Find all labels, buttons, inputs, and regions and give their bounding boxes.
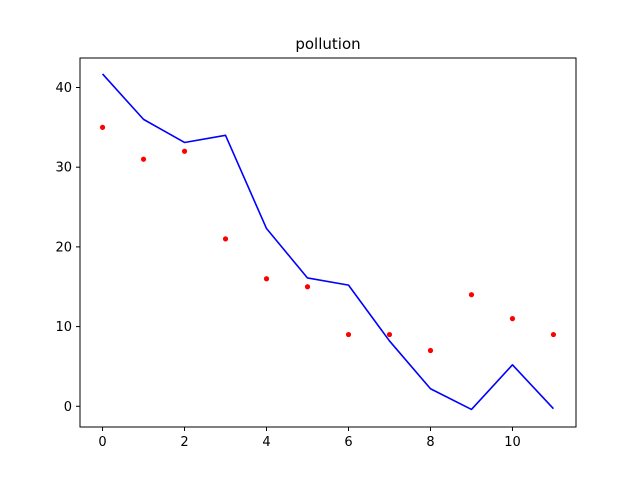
series-1-point xyxy=(345,331,352,338)
series-1-point xyxy=(263,276,270,282)
series-1-point xyxy=(468,292,475,298)
series-1-point xyxy=(550,331,557,338)
x-tick-label: 2 xyxy=(180,435,188,450)
axes-frame xyxy=(79,57,577,428)
y-axis: 0 10 20 30 40 xyxy=(55,81,80,415)
series-1-point xyxy=(181,148,188,154)
series-1-point xyxy=(386,331,393,338)
x-tick-label: 0 xyxy=(98,435,106,450)
series-1-point xyxy=(509,316,516,322)
x-tick-label: 8 xyxy=(426,435,434,450)
chart-title: pollution xyxy=(295,35,360,53)
x-tick-label: 10 xyxy=(504,435,521,450)
plot-area xyxy=(99,73,557,411)
series-1-point xyxy=(222,236,229,242)
x-tick-label: 4 xyxy=(262,435,270,450)
series-1-point xyxy=(99,124,106,130)
series-1-point xyxy=(304,284,311,290)
x-tick-label: 6 xyxy=(344,435,352,450)
series-1-point xyxy=(140,156,147,162)
series-1-point xyxy=(427,347,434,354)
y-tick-label: 30 xyxy=(55,161,72,176)
y-tick-label: 40 xyxy=(55,81,72,96)
x-axis: 0 2 4 6 8 10 xyxy=(98,427,521,450)
y-tick-label: 10 xyxy=(55,320,72,335)
y-tick-label: 20 xyxy=(55,240,72,255)
y-tick-label: 0 xyxy=(64,400,72,415)
series-0-line xyxy=(101,73,555,411)
